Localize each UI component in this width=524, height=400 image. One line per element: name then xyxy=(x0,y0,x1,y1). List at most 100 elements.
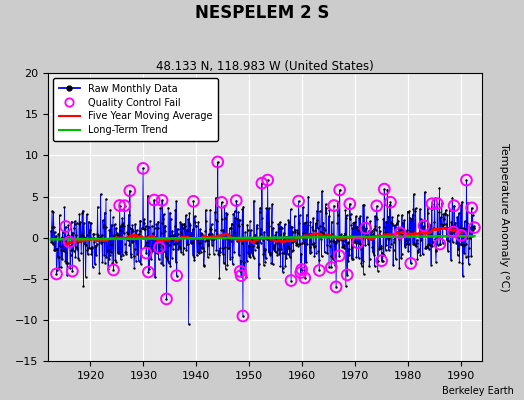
Point xyxy=(97,240,105,246)
Point xyxy=(146,236,155,242)
Point xyxy=(160,211,168,218)
Point xyxy=(428,200,436,207)
Point xyxy=(265,223,274,229)
Point xyxy=(50,224,58,230)
Point xyxy=(422,243,431,250)
Point xyxy=(206,206,214,213)
Point xyxy=(152,250,161,256)
Point xyxy=(96,234,104,240)
Point xyxy=(328,218,336,225)
Point xyxy=(167,216,175,222)
Point xyxy=(441,210,450,216)
Point xyxy=(361,242,369,248)
Point xyxy=(370,263,379,269)
Point xyxy=(312,220,320,226)
Point xyxy=(300,220,309,226)
Point xyxy=(214,159,222,165)
Point xyxy=(122,249,130,256)
Point xyxy=(98,238,106,245)
Point xyxy=(142,250,150,256)
Point xyxy=(95,237,103,243)
Point xyxy=(369,231,377,237)
Point xyxy=(178,222,187,228)
Point xyxy=(294,230,302,236)
Point xyxy=(380,186,388,192)
Point xyxy=(462,177,471,183)
Point xyxy=(47,239,56,245)
Point xyxy=(384,213,392,220)
Point xyxy=(466,235,475,241)
Point xyxy=(323,250,332,256)
Point xyxy=(214,159,222,165)
Point xyxy=(82,242,90,248)
Point xyxy=(411,205,420,212)
Point xyxy=(249,254,258,261)
Point xyxy=(332,240,340,246)
Point xyxy=(174,230,182,237)
Point xyxy=(137,252,146,258)
Point xyxy=(306,250,314,256)
Point xyxy=(282,255,290,262)
Point xyxy=(430,224,438,231)
Point xyxy=(206,236,215,242)
Point xyxy=(58,234,66,240)
Point xyxy=(219,244,227,251)
Point xyxy=(311,243,319,250)
Point xyxy=(256,209,264,215)
Point xyxy=(191,222,200,229)
Point xyxy=(66,265,74,271)
Point xyxy=(457,232,465,238)
Point xyxy=(199,245,207,252)
Point xyxy=(73,220,81,226)
Point xyxy=(335,187,344,193)
Point xyxy=(443,231,451,237)
Point xyxy=(169,233,178,239)
Point xyxy=(362,225,370,231)
Point xyxy=(128,238,136,245)
Point xyxy=(156,205,165,212)
Point xyxy=(326,243,334,249)
Point xyxy=(258,180,266,186)
Point xyxy=(258,215,267,221)
Point xyxy=(442,221,450,228)
Point xyxy=(62,260,70,266)
Point xyxy=(285,219,293,225)
Point xyxy=(88,245,96,252)
Point xyxy=(359,202,367,208)
Point xyxy=(200,248,209,254)
Point xyxy=(90,231,98,237)
Point xyxy=(441,211,449,218)
Point xyxy=(303,226,311,233)
Point xyxy=(81,235,90,241)
Point xyxy=(360,228,368,234)
Point xyxy=(166,232,174,239)
Point xyxy=(345,252,354,258)
Point xyxy=(163,240,171,246)
Point xyxy=(78,232,86,238)
Point xyxy=(115,250,124,256)
Point xyxy=(51,246,60,253)
Point xyxy=(322,210,330,216)
Point xyxy=(118,215,126,222)
Point xyxy=(432,258,440,265)
Point xyxy=(430,195,439,201)
Point xyxy=(391,256,400,262)
Point xyxy=(114,234,123,240)
Point xyxy=(126,225,135,231)
Point xyxy=(161,222,169,229)
Point xyxy=(189,252,197,258)
Point xyxy=(166,209,174,216)
Point xyxy=(363,232,371,239)
Point xyxy=(431,235,439,242)
Point xyxy=(58,256,67,263)
Point xyxy=(323,242,331,248)
Point xyxy=(287,248,296,254)
Point xyxy=(236,268,245,274)
Point xyxy=(87,220,95,226)
Point xyxy=(76,219,84,226)
Point xyxy=(407,260,415,266)
Point xyxy=(301,230,309,236)
Point xyxy=(215,275,224,281)
Point xyxy=(412,240,421,246)
Point xyxy=(129,227,137,234)
